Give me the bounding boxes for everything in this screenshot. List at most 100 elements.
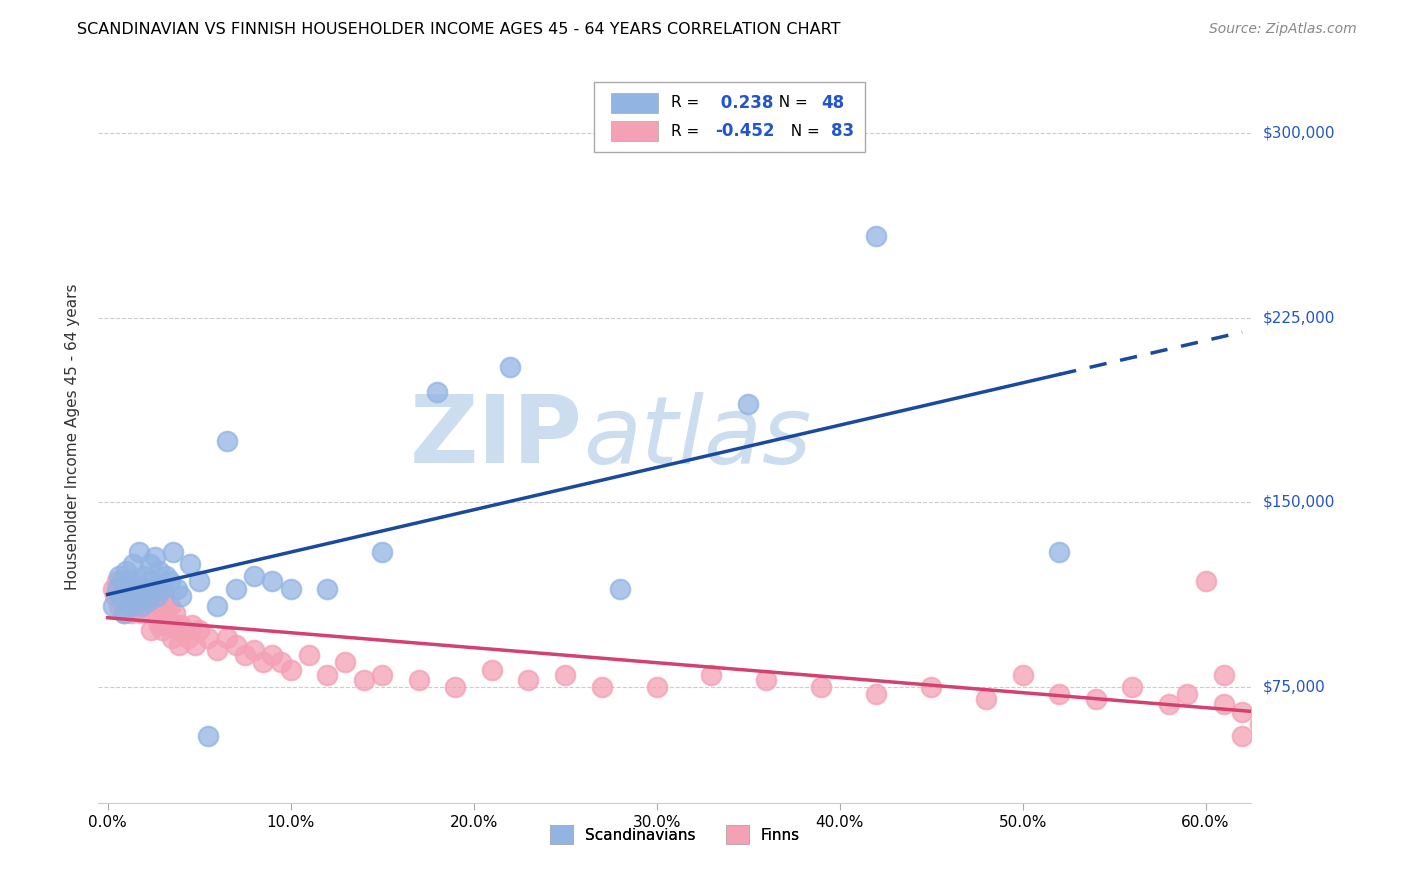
Text: R =: R = — [672, 95, 704, 111]
Point — [138, 606, 160, 620]
Point — [865, 688, 887, 702]
Point — [146, 589, 169, 603]
Bar — [612, 93, 658, 112]
Point — [517, 673, 540, 687]
Point — [215, 434, 238, 448]
Point — [105, 582, 128, 596]
Point — [124, 589, 146, 603]
Point — [170, 589, 193, 603]
Point — [865, 229, 887, 244]
Text: SCANDINAVIAN VS FINNISH HOUSEHOLDER INCOME AGES 45 - 64 YEARS CORRELATION CHART: SCANDINAVIAN VS FINNISH HOUSEHOLDER INCO… — [77, 22, 841, 37]
Point — [141, 624, 163, 638]
Point — [737, 397, 759, 411]
Point — [159, 599, 181, 613]
Point — [167, 638, 190, 652]
Point — [107, 599, 129, 613]
Point — [120, 599, 142, 613]
Point — [316, 667, 339, 681]
Point — [1212, 667, 1234, 681]
Point — [243, 643, 266, 657]
Point — [316, 582, 339, 596]
Point — [155, 569, 177, 583]
Point — [444, 680, 467, 694]
Point — [920, 680, 942, 694]
Text: R =: R = — [672, 124, 704, 139]
Point — [101, 582, 124, 596]
Point — [128, 594, 150, 608]
Point — [184, 638, 207, 652]
Point — [148, 564, 170, 578]
Point — [609, 582, 631, 596]
Point — [188, 574, 211, 589]
Point — [170, 618, 193, 632]
Point — [107, 569, 129, 583]
Point — [1212, 698, 1234, 712]
Point — [252, 656, 274, 670]
Point — [104, 589, 127, 603]
Point — [180, 618, 202, 632]
Point — [591, 680, 613, 694]
Point — [122, 589, 145, 603]
Point — [188, 624, 211, 638]
Point — [1230, 705, 1253, 719]
Point — [1047, 688, 1070, 702]
Point — [554, 667, 576, 681]
Point — [197, 729, 219, 743]
Text: N =: N = — [780, 124, 824, 139]
Point — [165, 606, 187, 620]
Point — [166, 582, 188, 596]
Point — [270, 656, 292, 670]
Point — [225, 582, 247, 596]
Point — [159, 574, 181, 589]
Bar — [612, 121, 658, 141]
Point — [149, 599, 172, 613]
Point — [146, 582, 169, 596]
Point — [152, 582, 174, 596]
Text: ZIP: ZIP — [409, 391, 582, 483]
Point — [173, 624, 195, 638]
Point — [233, 648, 256, 662]
Point — [160, 631, 183, 645]
Point — [1175, 688, 1198, 702]
Point — [155, 606, 177, 620]
Point — [481, 663, 503, 677]
Point — [207, 599, 229, 613]
Point — [124, 599, 146, 613]
Point — [755, 673, 778, 687]
Point — [112, 606, 135, 620]
Text: 48: 48 — [821, 94, 845, 112]
Point — [125, 582, 148, 596]
Text: $75,000: $75,000 — [1263, 680, 1326, 695]
Point — [135, 589, 157, 603]
Point — [120, 606, 142, 620]
Point — [131, 582, 153, 596]
Point — [353, 673, 375, 687]
Point — [110, 589, 132, 603]
Point — [499, 359, 522, 374]
Point — [142, 582, 165, 596]
Point — [117, 599, 139, 613]
Text: -0.452: -0.452 — [716, 122, 775, 140]
Point — [129, 599, 152, 613]
Point — [148, 618, 170, 632]
Point — [105, 574, 128, 589]
Point — [131, 589, 153, 603]
Point — [162, 544, 184, 558]
Point — [111, 574, 134, 589]
Point — [335, 656, 357, 670]
Text: Source: ZipAtlas.com: Source: ZipAtlas.com — [1209, 22, 1357, 37]
Point — [974, 692, 997, 706]
Point — [115, 589, 138, 603]
Point — [280, 582, 302, 596]
Point — [166, 624, 188, 638]
Point — [207, 643, 229, 657]
Point — [371, 544, 394, 558]
Point — [134, 569, 156, 583]
Point — [1047, 544, 1070, 558]
Point — [143, 549, 166, 564]
Legend: Scandinavians, Finns: Scandinavians, Finns — [544, 819, 806, 850]
Point — [408, 673, 430, 687]
Point — [280, 663, 302, 677]
Y-axis label: Householder Income Ages 45 - 64 years: Householder Income Ages 45 - 64 years — [65, 284, 80, 591]
Point — [136, 594, 159, 608]
